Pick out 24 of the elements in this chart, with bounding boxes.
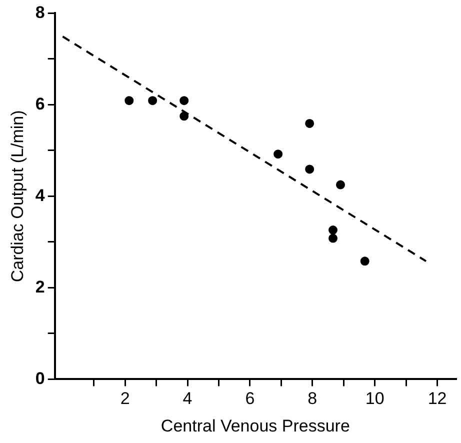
y-tick-label: 0	[35, 368, 45, 388]
point	[305, 164, 314, 174]
point	[305, 118, 314, 128]
point	[336, 180, 345, 190]
point	[180, 112, 189, 121]
y-tick-label: 4	[35, 186, 46, 205]
x-tick-label: 8	[308, 389, 318, 408]
point	[274, 150, 283, 159]
x-tick-label: 4	[182, 389, 192, 408]
point	[148, 96, 158, 106]
x-tick-label: 2	[120, 389, 130, 408]
point	[328, 226, 338, 235]
y-axis-title: Cardiac Output (L/min)	[8, 110, 27, 282]
point	[124, 96, 134, 106]
point	[328, 234, 338, 243]
x-axis-title: Central Venous Pressure	[160, 416, 350, 436]
x-tick-label: 12	[428, 389, 447, 408]
x-tick-label: 6	[245, 389, 255, 408]
y-tick-label: 6	[35, 94, 45, 114]
x-tick-label: 10	[365, 389, 384, 408]
point	[360, 256, 370, 266]
y-tick-label: 2	[35, 277, 45, 296]
y-tick-label: 8	[35, 2, 45, 22]
point	[180, 96, 189, 106]
